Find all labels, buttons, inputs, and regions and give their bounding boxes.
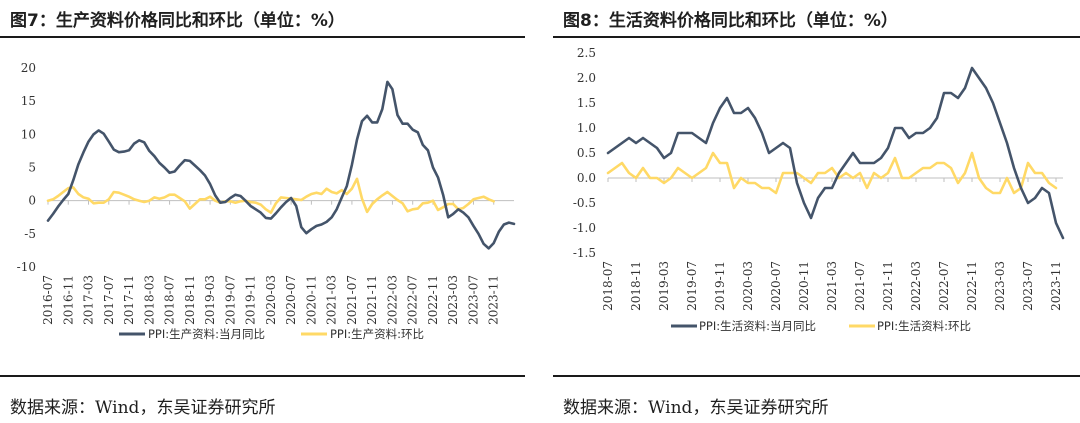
top-rule <box>553 36 1080 38</box>
x-tick-label: 2019-11 <box>244 275 258 325</box>
y-tick-label: 20 <box>21 61 36 75</box>
legend-label: PPI:生活资料:环比 <box>877 319 971 333</box>
x-tick-label: 2020-03 <box>741 261 755 311</box>
series-line <box>606 151 1058 195</box>
x-tick-label: 2021-07 <box>345 275 359 325</box>
y-tick-label: 5 <box>28 161 36 175</box>
bottom-rule <box>553 375 1080 377</box>
x-tick-label: 2019-07 <box>685 261 699 311</box>
y-tick-label: 0.0 <box>577 171 596 185</box>
y-tick-label: 0 <box>28 194 36 208</box>
x-tick-label: 2018-11 <box>629 261 643 311</box>
x-tick-label: 2017-11 <box>122 275 136 325</box>
x-tick-label: 2021-11 <box>365 275 379 325</box>
y-tick-label: 10 <box>21 127 36 141</box>
x-tick-label: 2019-03 <box>203 275 217 325</box>
x-tick-label: 2021-03 <box>325 275 339 325</box>
x-tick-label: 2020-07 <box>769 261 783 311</box>
x-tick-label: 2020-11 <box>304 275 318 325</box>
x-tick-label: 2019-07 <box>223 275 237 325</box>
x-tick-label: 2023-11 <box>1049 261 1063 311</box>
series-line <box>46 80 516 250</box>
x-tick-label: 2023-11 <box>487 275 501 325</box>
x-tick-label: 2022-03 <box>385 275 399 325</box>
x-tick-label: 2019-03 <box>657 261 671 311</box>
x-tick-label: 2016-07 <box>41 275 55 325</box>
x-tick-label: 2016-11 <box>61 275 75 325</box>
line-chart: 20 15 10 5 0 -5 -10 2016-07 2016-11 2017-03 2017-0… <box>17 61 516 341</box>
top-rule <box>0 36 525 38</box>
legend-label: PPI:生产资料:环比 <box>330 327 424 341</box>
y-tick-label: 2.5 <box>577 46 596 60</box>
y-tick-label: -10 <box>17 260 36 274</box>
legend-label: PPI:生活资料:当月同比 <box>699 319 816 333</box>
y-tick-label: -1.5 <box>573 246 596 260</box>
chart-panel-left: 图7：生产资料价格同比和环比（单位：%） 20 15 10 5 0 -5 -10 2016-0… <box>0 0 525 423</box>
y-tick-label: -1.0 <box>573 221 596 235</box>
x-tick-label: 2021-03 <box>825 261 839 311</box>
x-tick-label: 2022-07 <box>406 275 420 325</box>
x-tick-label: 2018-03 <box>142 275 156 325</box>
y-tick-label: 0.5 <box>577 146 596 160</box>
y-tick-label: 1.5 <box>577 96 596 110</box>
chart-panel-right: 图8：生活资料价格同比和环比（单位：%） 2.5 2.0 1.5 1.0 0.5 0.0 -… <box>553 0 1080 423</box>
x-tick-label: 2020-03 <box>264 275 278 325</box>
figure-title: 图8：生活资料价格同比和环比（单位：%） <box>563 11 898 31</box>
line-chart: 2.5 2.0 1.5 1.0 0.5 0.0 -0.5 -1.0 -1.5 2018-07 201… <box>573 46 1065 333</box>
x-tick-label: 2020-11 <box>797 261 811 311</box>
x-tick-label: 2023-07 <box>1021 261 1035 311</box>
source-note: 数据来源：Wind，东吴证券研究所 <box>563 398 829 418</box>
y-tick-label: 2.0 <box>577 71 596 85</box>
y-tick-label: 15 <box>21 94 36 108</box>
x-tick-label: 2022-07 <box>937 261 951 311</box>
x-tick-label: 2021-11 <box>881 261 895 311</box>
source-note: 数据来源：Wind，东吴证券研究所 <box>10 398 276 418</box>
x-tick-label: 2020-07 <box>284 275 298 325</box>
x-tick-label: 2018-11 <box>183 275 197 325</box>
figure-title: 图7：生产资料价格同比和环比（单位：%） <box>10 11 345 31</box>
x-tick-label: 2022-03 <box>909 261 923 311</box>
x-tick-label: 2023-07 <box>466 275 480 325</box>
series-line <box>46 177 496 214</box>
legend-label: PPI:生产资料:当月同比 <box>148 327 265 341</box>
x-tick-label: 2018-07 <box>163 275 177 325</box>
x-tick-label: 2023-03 <box>446 275 460 325</box>
y-tick-label: -5 <box>24 227 36 241</box>
bottom-rule <box>0 375 525 377</box>
x-tick-label: 2022-11 <box>965 261 979 311</box>
x-tick-label: 2019-11 <box>713 261 727 311</box>
y-tick-label: 1.0 <box>577 121 596 135</box>
series-line <box>606 66 1065 240</box>
x-tick-label: 2022-11 <box>426 275 440 325</box>
x-tick-label: 2017-03 <box>82 275 96 325</box>
x-tick-label: 2018-07 <box>601 261 615 311</box>
y-tick-label: -0.5 <box>573 196 596 210</box>
x-tick-label: 2023-03 <box>993 261 1007 311</box>
x-tick-label: 2017-07 <box>102 275 116 325</box>
x-tick-label: 2021-07 <box>853 261 867 311</box>
